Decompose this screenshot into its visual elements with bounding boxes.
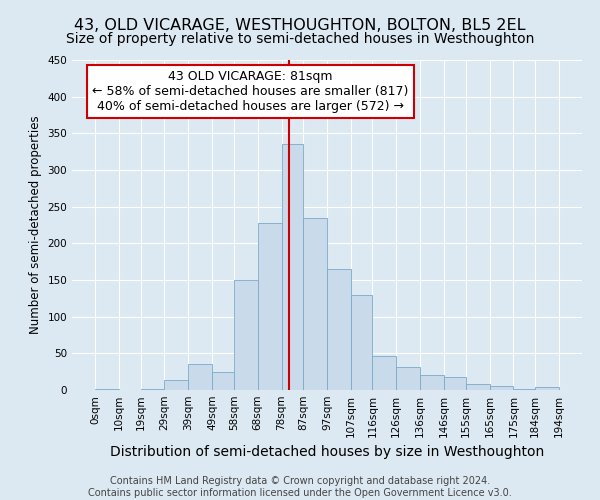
Bar: [444, 377, 466, 390]
Text: Contains HM Land Registry data © Crown copyright and database right 2024.
Contai: Contains HM Land Registry data © Crown c…: [88, 476, 512, 498]
Bar: [490, 386, 514, 390]
Text: 43, OLD VICARAGE, WESTHOUGHTON, BOLTON, BL5 2EL: 43, OLD VICARAGE, WESTHOUGHTON, BOLTON, …: [74, 18, 526, 32]
Y-axis label: Number of semi-detached properties: Number of semi-detached properties: [29, 116, 42, 334]
Bar: [514, 388, 535, 390]
Bar: [351, 294, 373, 390]
Bar: [466, 384, 490, 390]
Bar: [234, 280, 257, 390]
Bar: [420, 376, 444, 390]
Bar: [281, 144, 303, 390]
Bar: [535, 387, 559, 390]
Bar: [397, 368, 420, 390]
Bar: [257, 223, 281, 390]
Bar: [140, 388, 164, 390]
Text: Size of property relative to semi-detached houses in Westhoughton: Size of property relative to semi-detach…: [66, 32, 534, 46]
X-axis label: Distribution of semi-detached houses by size in Westhoughton: Distribution of semi-detached houses by …: [110, 446, 544, 460]
Bar: [373, 356, 397, 390]
Bar: [327, 269, 351, 390]
Bar: [188, 364, 212, 390]
Bar: [303, 218, 327, 390]
Bar: [164, 380, 188, 390]
Bar: [212, 372, 234, 390]
Text: 43 OLD VICARAGE: 81sqm
← 58% of semi-detached houses are smaller (817)
40% of se: 43 OLD VICARAGE: 81sqm ← 58% of semi-det…: [92, 70, 409, 113]
